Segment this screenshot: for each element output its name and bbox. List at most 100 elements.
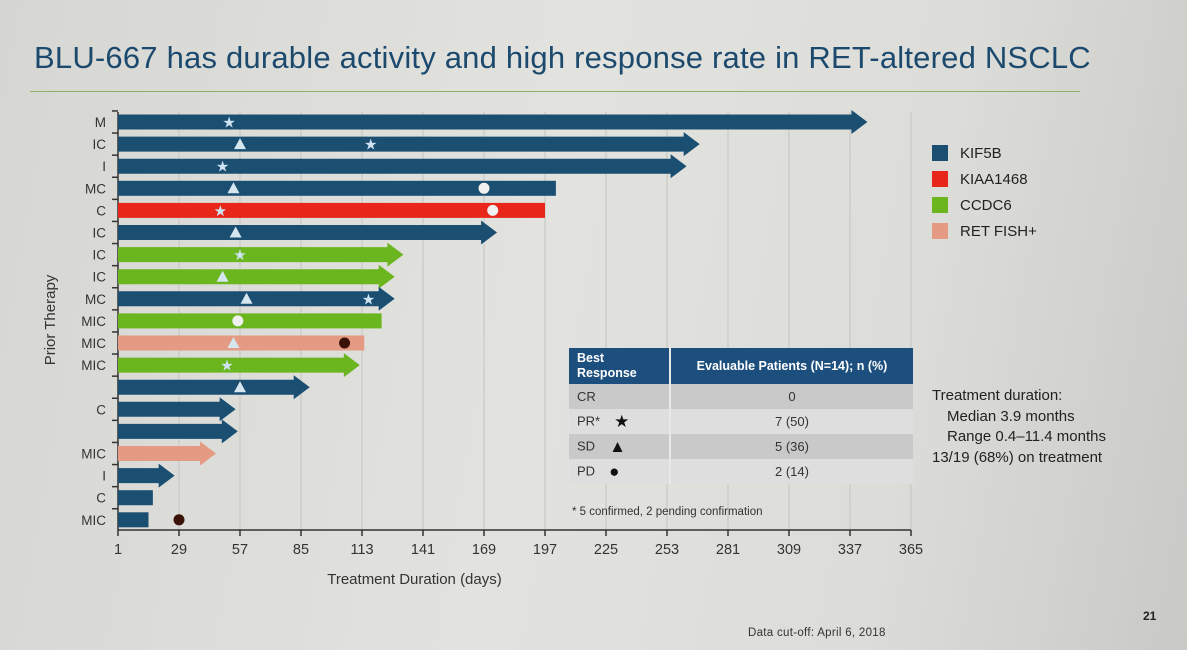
pd-circle-marker — [173, 514, 185, 526]
table-row: PR* ★ 7 (50) — [569, 409, 913, 434]
y-axis-label: Prior Therapy — [42, 274, 59, 365]
patient-bar-ongoing — [118, 154, 687, 179]
legend: KIF5B KIAA1468 CCDC6 RET FISH+ — [932, 140, 1037, 244]
pr-star-marker: ★ — [362, 291, 375, 308]
patient-bar-ongoing — [118, 264, 395, 289]
patient-bar-ongoing — [118, 463, 175, 488]
patient-bar-ongoing — [118, 419, 238, 444]
prior-therapy-label: C — [96, 491, 106, 506]
patient-bar-ongoing — [118, 242, 404, 267]
prior-therapy-label: C — [96, 402, 106, 417]
patient-bar-ongoing — [118, 286, 395, 311]
prior-therapy-label: I — [102, 159, 106, 174]
legend-swatch — [932, 197, 948, 213]
prior-therapy-label: MIC — [81, 447, 106, 462]
summary-heading: Treatment duration: — [932, 387, 1063, 404]
prior-therapy-label: I — [102, 469, 106, 484]
x-tick-label: 85 — [293, 542, 309, 558]
pr-star-marker: ★ — [364, 137, 377, 154]
pd-circle-marker — [339, 337, 351, 349]
prior-therapy-label: IC — [93, 137, 107, 152]
prior-therapy-label: MC — [85, 181, 106, 196]
treatment-summary: Treatment duration: Median 3.9 months Ra… — [932, 386, 1106, 468]
prior-therapy-label: IC — [93, 270, 107, 285]
response-value: 5 (36) — [669, 434, 913, 459]
pd-circle-marker — [232, 315, 244, 327]
summary-range: Range 0.4–11.4 months — [947, 428, 1107, 445]
patient-bar-ongoing — [118, 132, 700, 157]
prior-therapy-label: MC — [85, 292, 106, 307]
pd-circle-marker — [478, 182, 490, 194]
response-label: PR* — [577, 412, 601, 428]
sd-triangle-marker — [216, 270, 229, 282]
pr-star-marker: ★ — [214, 203, 227, 220]
sd-triangle-marker — [229, 226, 242, 238]
slide-title: BLU-667 has durable activity and high re… — [34, 40, 1091, 75]
patient-bar — [118, 512, 149, 528]
response-label: PD — [577, 462, 596, 478]
table-row: PD ● 2 (14) — [569, 459, 913, 484]
legend-swatch — [932, 223, 948, 239]
x-tick-label: 365 — [899, 542, 923, 558]
response-label: CR — [577, 389, 596, 404]
x-tick-label: 253 — [655, 542, 679, 558]
x-tick-label: 29 — [171, 542, 187, 558]
page-number: 21 — [1143, 609, 1157, 623]
response-value: 0 — [669, 384, 913, 409]
circle-icon: ● — [609, 461, 620, 481]
patient-bar — [118, 335, 365, 351]
sd-triangle-marker — [227, 337, 240, 348]
response-table: Best Response Evaluable Patients (N=14);… — [569, 348, 913, 484]
prior-therapy-label: M — [95, 115, 106, 130]
patient-bar — [118, 313, 382, 329]
prior-therapy-label: MIC — [81, 314, 106, 329]
sd-triangle-marker — [234, 138, 246, 150]
legend-item-ccdc6: CCDC6 — [932, 192, 1037, 218]
prior-therapy-label: IC — [93, 226, 107, 241]
x-tick-label: 197 — [533, 542, 557, 558]
legend-label: KIAA1468 — [960, 170, 1028, 188]
response-label: SD — [577, 437, 596, 453]
prior-therapy-label: IC — [93, 248, 107, 263]
patient-bar-ongoing — [118, 220, 498, 245]
legend-swatch — [932, 171, 948, 187]
table-footnote: * 5 confirmed, 2 pending confirmation — [572, 506, 763, 518]
triangle-icon: ▲ — [609, 436, 626, 456]
x-tick-label: 281 — [716, 542, 740, 558]
pr-star-marker: ★ — [233, 247, 246, 264]
patient-bar — [118, 180, 556, 196]
x-tick-label: 225 — [594, 542, 618, 558]
x-tick-label: 309 — [777, 542, 801, 558]
sd-triangle-marker — [240, 292, 253, 304]
x-tick-label: 57 — [232, 542, 248, 558]
legend-item-ret-fish: RET FISH+ — [932, 218, 1037, 244]
x-tick-label: 1 — [114, 542, 122, 558]
title-divider — [30, 91, 1080, 92]
patient-bar-ongoing — [118, 353, 360, 378]
prior-therapy-label: MIC — [81, 513, 106, 528]
prior-therapy-label: MIC — [81, 358, 106, 373]
header-best-response: Best Response — [569, 348, 670, 384]
legend-label: CCDC6 — [960, 196, 1012, 214]
pd-circle-marker — [487, 204, 499, 216]
patient-bar-ongoing — [118, 375, 310, 400]
sd-triangle-marker — [234, 381, 246, 393]
header-evaluable-patients: Evaluable Patients (N=14); n (%) — [669, 348, 913, 384]
patient-bar-ongoing — [118, 397, 236, 422]
data-cutoff: Data cut-off: April 6, 2018 — [748, 627, 886, 639]
response-value: 7 (50) — [669, 409, 913, 434]
pr-star-marker: ★ — [216, 159, 229, 176]
prior-therapy-label: C — [96, 203, 106, 218]
pr-star-marker: ★ — [220, 358, 233, 375]
legend-swatch — [932, 145, 948, 161]
table-row: SD ▲ 5 (36) — [569, 434, 913, 459]
patient-bar-ongoing — [118, 441, 217, 466]
x-tick-label: 113 — [350, 542, 373, 558]
response-value: 2 (14) — [669, 459, 913, 484]
star-icon: ★ — [614, 411, 630, 431]
legend-item-kif5b: KIF5B — [932, 140, 1037, 166]
legend-label: RET FISH+ — [960, 222, 1037, 240]
summary-on-treatment: 13/19 (68%) on treatment — [932, 448, 1103, 466]
sd-triangle-marker — [227, 182, 240, 194]
legend-item-kiaa1468: KIAA1468 — [932, 166, 1037, 192]
